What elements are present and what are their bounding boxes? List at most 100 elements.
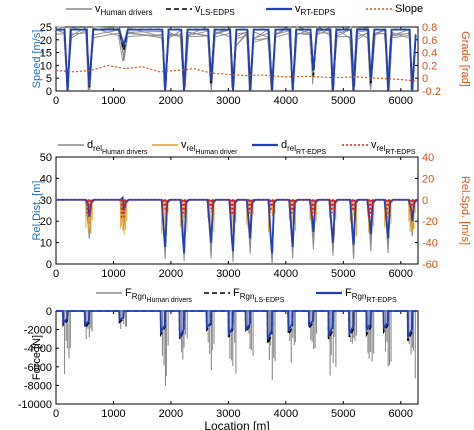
legend-main: v	[181, 139, 187, 151]
legend-sub2: Human driver	[195, 149, 238, 156]
legend-sub: rel	[187, 144, 196, 153]
legend-sub: RT-EDPS	[301, 8, 336, 17]
y2-tick-label: 20	[422, 173, 434, 185]
y-tick-label: -8000	[24, 380, 52, 392]
y-tick-label: -4000	[24, 343, 52, 355]
legend-main: v	[295, 3, 301, 15]
legend-label: Slope	[395, 3, 423, 15]
plot-frame	[55, 310, 419, 405]
legend-sub: rel	[377, 144, 386, 153]
x-tick-label: 5000	[331, 268, 355, 280]
relative-distance-panel: 0 1000 2000 3000 4000 5000 6000 0 10 20 30 40 50 -60 -…	[31, 139, 471, 280]
y-tick-label: 10	[40, 60, 52, 72]
legend-sub: rel	[93, 144, 102, 153]
x-tick-label: 0	[53, 268, 59, 280]
y-tick-label: 30	[40, 195, 52, 207]
y-tick-label: 5	[46, 73, 52, 85]
human-distance-line	[56, 199, 418, 263]
plot-frame	[55, 26, 419, 92]
y2-tick-label: 0.4	[422, 48, 437, 60]
legend-main: d	[281, 139, 287, 151]
x-tick-label: 0	[53, 408, 59, 420]
x-tick-label: 3000	[216, 408, 240, 420]
y-axis-label: Rel.Dist. [m]	[31, 181, 43, 241]
ls-edps-force-line	[56, 310, 418, 344]
y-tick-label: 20	[40, 216, 52, 228]
x-tick-label: 4000	[274, 408, 298, 420]
plot-area	[56, 195, 418, 265]
y-tick-label: 0	[46, 86, 52, 98]
x-axis-label: Location [m]	[204, 419, 269, 430]
legend-sub2: RT-EDPS	[296, 149, 327, 156]
x-tick-label: 1000	[101, 408, 125, 420]
force-panel: 0 1000 2000 3000 4000 5000 6000 -10000 -8000 -600…	[18, 287, 419, 430]
legend-sub: Rgn	[240, 292, 255, 301]
y-axis-label: Force [N]	[31, 335, 43, 380]
legend-sub: LS-EDPS	[201, 8, 235, 17]
y-tick-label: 40	[40, 173, 52, 185]
legend-main: Slope	[395, 3, 423, 15]
y-axis-label: Speed [m/s]	[31, 30, 43, 89]
legend-sub2: RT-EDPS	[385, 149, 416, 156]
y2-tick-label: -40	[422, 238, 438, 250]
human-distance-line	[56, 199, 418, 260]
legend-main: v	[195, 3, 201, 15]
legend-label: drelHuman drivers	[87, 139, 148, 156]
human-distance-line	[56, 199, 418, 262]
y2-tick-label: 0	[422, 73, 428, 85]
legend-label: FRgnLS-EDPS	[233, 287, 285, 304]
plot-area	[56, 310, 418, 387]
x-tick-label: 6000	[389, 268, 413, 280]
speed-panel: 0 1000 2000 3000 4000 5000 60000510152025-0.20…	[31, 3, 471, 107]
x-tick-label: 5000	[331, 408, 355, 420]
y-tick-label: -2000	[24, 325, 52, 337]
legend-main: v	[371, 139, 377, 151]
x-tick-label: 4000	[274, 268, 298, 280]
x-tick-label: 3000	[216, 268, 240, 280]
x-tick-label: 4000	[274, 95, 298, 107]
human-distance-line	[56, 199, 418, 265]
y-tick-label: 25	[40, 22, 52, 34]
y-tick-label: 10	[40, 238, 52, 250]
x-tick-label: 5000	[331, 95, 355, 107]
plot-area	[54, 26, 419, 92]
y2-tick-label: -0.2	[422, 86, 441, 98]
legend-main: F	[345, 287, 352, 299]
legend-label: vrelHuman driver	[181, 139, 238, 156]
x-tick-label: 1000	[101, 95, 125, 107]
y2-tick-label: 0.2	[422, 60, 437, 72]
legend-sub2: LS-EDPS	[254, 297, 284, 304]
y2-tick-label: 0.6	[422, 35, 437, 47]
legend-sub2: Human drivers	[146, 297, 192, 304]
y2-tick-label: 40	[422, 152, 434, 164]
legend-main: d	[87, 139, 93, 151]
x-tick-label: 2000	[159, 408, 183, 420]
legend-label: vHuman drivers	[95, 3, 153, 17]
x-tick-label: 6000	[389, 408, 413, 420]
y-tick-label: -6000	[24, 362, 52, 374]
plot-frame	[55, 156, 419, 265]
x-tick-label: 3000	[216, 95, 240, 107]
legend-sub: Rgn	[132, 292, 147, 301]
y2-tick-label: -20	[422, 216, 438, 228]
x-tick-label: 2000	[159, 95, 183, 107]
y-tick-label: 0	[46, 306, 52, 318]
legend-label: FRgnRT-EDPS	[345, 287, 397, 304]
y-tick-label: 50	[40, 152, 52, 164]
legend-main: F	[125, 287, 132, 299]
x-tick-label: 0	[53, 95, 59, 107]
legend-sub: rel	[287, 144, 296, 153]
legend-sub: Rgn	[352, 292, 367, 301]
y-tick-label: 15	[40, 48, 52, 60]
rt-edps-distance-line	[56, 195, 418, 254]
rt-edps-speed-line	[56, 28, 417, 92]
legend-label: vLS-EDPS	[195, 3, 235, 17]
human-distance-line	[56, 199, 418, 265]
y2-tick-label: -60	[422, 259, 438, 271]
legend-sub2: Human drivers	[102, 149, 148, 156]
slope-line	[55, 64, 419, 82]
y2-axis-label: Rel.Spd. [m/s]	[459, 176, 471, 245]
x-tick-label: 2000	[159, 268, 183, 280]
y-tick-label: 0	[46, 259, 52, 271]
